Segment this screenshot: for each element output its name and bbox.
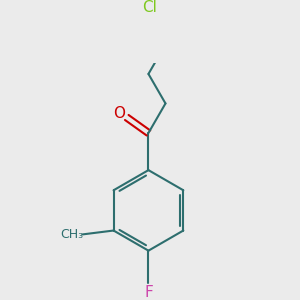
Text: F: F [144,285,153,300]
Text: CH₃: CH₃ [60,228,83,241]
Text: Cl: Cl [142,0,158,15]
Text: O: O [113,106,125,121]
